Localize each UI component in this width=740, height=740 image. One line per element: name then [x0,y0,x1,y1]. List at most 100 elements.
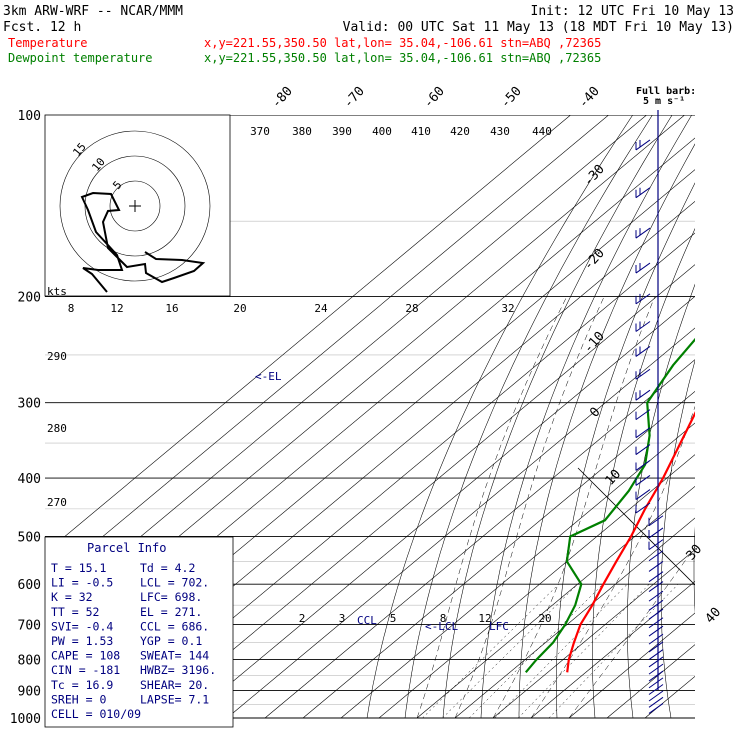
temperature-location: x,y=221.55,350.50 lat,lon= 35.04,-106.61… [204,36,601,50]
wind-barb [635,489,651,500]
hodograph-ring [84,155,186,257]
wind-barb [648,633,664,645]
isotherm-label: 10 [603,467,625,489]
isotherm-label: -60 [421,84,448,111]
moist-adiabat-line [492,296,656,719]
parcel-info-right: Td = 4.2 [140,561,195,575]
temperature-profile [566,411,695,673]
dry-adiabat-line [366,115,633,719]
isotherm-line [568,612,695,719]
wind-barb [635,262,651,274]
hodograph-ring [59,130,211,282]
ccl-marker: CCL [357,614,377,627]
hodograph-speed-label: 24 [314,302,328,315]
wind-barb [648,684,664,695]
parcel-info-right: LAPSE= 7.1 [140,692,209,706]
dry-adiabat-line [627,283,695,719]
isotherm-line [416,485,695,719]
parcel-info-left: CAPE = 108 [51,649,120,663]
isotherm-line [112,232,695,719]
wind-barb [635,139,651,151]
wind-barb [635,187,651,199]
wind-barb [635,460,651,471]
isotherm-label: -20 [581,246,608,273]
pressure-label: 400 [18,472,41,487]
theta-label: 440 [532,125,552,138]
parcel-info-rows: T = 15.1 Td = 4.2 LI = -0.5 LCL = 702. K = 3… [51,561,216,721]
isotherm-line [45,115,571,554]
dry-adiabat-line [592,227,695,719]
parcel-info-right: YGP = 0.1 [140,634,202,648]
pressure-label: 700 [18,619,41,634]
isotherm-line [454,517,695,719]
mixing-ratio-line [442,584,578,719]
pressure-label: 1000 [10,712,41,727]
hodograph-speed-label: 32 [501,302,514,315]
wind-barb [648,581,664,593]
parcel-info-right: SHEAR= 20. [140,678,209,692]
pressure-label: 200 [18,291,41,306]
pressure-label: 800 [18,654,41,669]
parcel-info-right: SWEAT= 144 [140,649,209,663]
dry-adiabat-line [518,143,695,718]
isotherm-line [188,295,695,719]
wind-barb [648,571,664,583]
isotherm-line [150,264,695,719]
parcel-info-right: LFC= 698. [140,590,202,604]
wind-barb [635,346,651,357]
wind-barb [635,293,651,305]
isotherm-label: 30 [684,542,706,564]
wind-barb [648,599,664,611]
parcel-info-right: EL = 271. [140,605,202,619]
wind-barb [635,475,651,486]
isotherm-label: -80 [269,84,296,111]
isotherm-label: 40 [703,605,725,627]
hodograph-speed-label: 20 [233,302,246,315]
dry-adiabat-line [556,182,695,719]
mixing-ratio-label: 20 [538,612,551,625]
parcel-info-left: CELL = 010/09 [51,707,141,721]
init-time: Init: 12 UTC Fri 10 May 13 [531,4,735,19]
header: 3km ARW-WRF -- NCAR/MMM Init: 12 UTC Fri… [3,4,734,65]
wind-barb [648,625,664,637]
mixing-ratio-label: 5 [390,612,397,625]
dry-adiabat-line [693,526,695,615]
wind-barb [648,550,664,562]
moist-adiabat-line [568,546,695,719]
wind-barb [648,677,664,689]
dry-adiabat-line [726,115,740,718]
pressure-axis: 100 200 300 400 500 600 700 800 900 1000 [10,109,41,727]
isotherm-line [226,327,695,719]
dry-adiabat-line [404,115,653,719]
wind-barb [635,368,651,380]
parcel-info-left: PW = 1.53 [51,634,113,648]
wind-barb [635,444,651,455]
wind-barb [648,617,664,629]
hodograph-speed-label: 12 [110,302,123,315]
parcel-info-left: CIN = -181 [51,663,120,677]
parcel-info-left: LI = -0.5 [51,576,113,590]
wind-barb [648,590,664,602]
moist-adiabat-line [454,296,605,719]
barb-legend-value: 5 m s⁻¹ [643,96,685,107]
forecast-hour: Fcst. 12 h [3,20,81,35]
wind-barb [635,427,651,439]
mixing-ratio-line [494,584,628,719]
moist-adiabat-line [416,296,568,719]
pressure-label: 100 [18,109,41,124]
parcel-info-right: HWBZ= 3196. [140,663,216,677]
dry-adiabat-line [442,115,673,719]
hodograph-speed-label: 28 [405,302,418,315]
mixing-ratio-label: 2 [299,612,306,625]
mixing-ratio-label: 12 [478,612,491,625]
hodograph-ring [109,180,161,232]
wind-barb [635,502,651,514]
isotherm-line [45,115,609,586]
wind-barb [635,409,651,421]
wind-barb [648,561,664,572]
parcel-info-left: TT = 52 [51,605,99,619]
theta-label: 420 [450,125,470,138]
theta-label: 370 [250,125,270,138]
wind-barb [648,656,664,668]
